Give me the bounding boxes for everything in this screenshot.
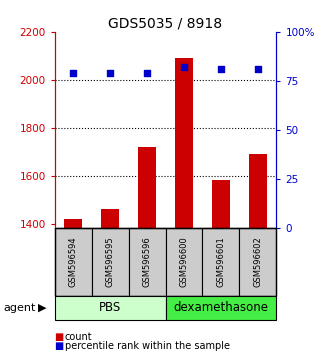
Text: GSM596594: GSM596594 xyxy=(69,236,77,287)
Bar xyxy=(55,228,92,296)
Text: GSM596595: GSM596595 xyxy=(106,236,115,287)
Bar xyxy=(249,154,267,228)
Bar xyxy=(239,228,276,296)
Title: GDS5035 / 8918: GDS5035 / 8918 xyxy=(109,17,222,31)
Text: ■: ■ xyxy=(55,341,64,351)
Bar xyxy=(166,296,276,320)
Bar xyxy=(55,296,166,320)
Bar xyxy=(166,228,203,296)
Point xyxy=(71,70,76,76)
Text: GSM596601: GSM596601 xyxy=(216,236,225,287)
Point xyxy=(255,66,260,72)
Text: count: count xyxy=(65,332,92,342)
Text: ■: ■ xyxy=(55,332,64,342)
Point xyxy=(107,70,113,76)
Text: percentile rank within the sample: percentile rank within the sample xyxy=(65,341,229,351)
Bar xyxy=(64,219,82,228)
Bar xyxy=(101,209,119,228)
Bar xyxy=(212,181,230,228)
Text: agent: agent xyxy=(3,303,36,313)
Bar xyxy=(128,228,166,296)
Point xyxy=(181,64,187,70)
Bar xyxy=(203,228,239,296)
Text: GSM596602: GSM596602 xyxy=(254,236,262,287)
Point xyxy=(144,70,150,76)
Text: dexamethasone: dexamethasone xyxy=(173,302,268,314)
Point xyxy=(218,66,224,72)
Bar xyxy=(138,147,156,228)
Text: PBS: PBS xyxy=(99,302,121,314)
Bar xyxy=(175,58,193,228)
Text: ▶: ▶ xyxy=(38,303,47,313)
Text: GSM596596: GSM596596 xyxy=(143,236,152,287)
Bar xyxy=(92,228,128,296)
Text: GSM596600: GSM596600 xyxy=(179,236,188,287)
